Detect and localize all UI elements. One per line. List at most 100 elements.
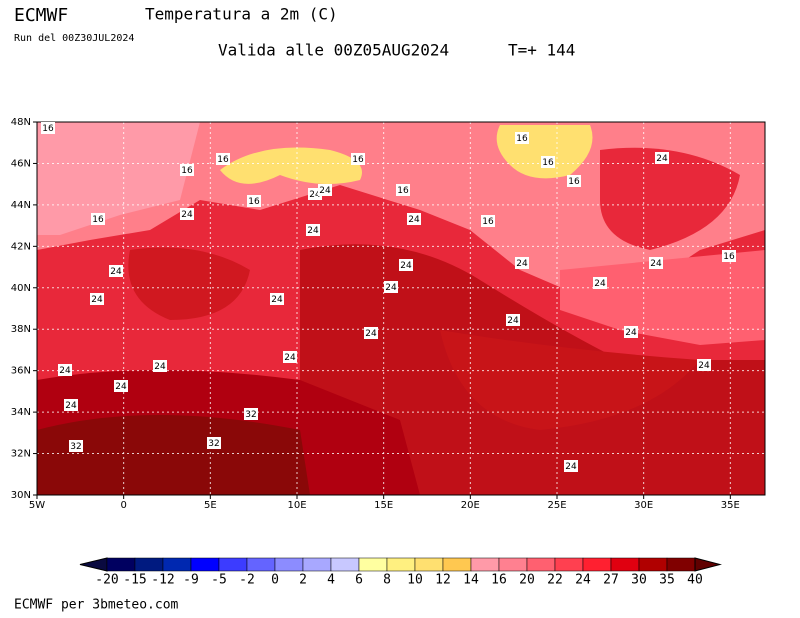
- contour-label: 16: [542, 158, 554, 168]
- contour-label: 24: [594, 279, 606, 289]
- lat-label: 48N: [11, 117, 31, 128]
- lat-label: 36N: [11, 366, 31, 377]
- contour-label-box: [41, 122, 55, 134]
- contour-label-box: [697, 359, 711, 371]
- lat-label: 40N: [11, 283, 31, 294]
- contour-label: 24: [110, 267, 122, 277]
- contour-label-box: [396, 184, 410, 196]
- contour-label: 32: [70, 442, 81, 452]
- lon-label: 25E: [547, 500, 566, 511]
- contour-label: 24: [307, 226, 319, 236]
- lat-label: 46N: [11, 158, 31, 169]
- colorbar-box: [638, 557, 668, 572]
- colorbar-box: [554, 557, 584, 572]
- contour-label: 24: [650, 259, 662, 269]
- contour-label-box: [180, 208, 194, 220]
- contour-label-box: [180, 164, 194, 176]
- colorbar-label: 30: [631, 573, 647, 588]
- colorbar-box: [470, 557, 500, 572]
- contour-label: 16: [181, 166, 193, 176]
- lat-label: 44N: [11, 200, 31, 211]
- lat-label: 38N: [11, 324, 31, 335]
- colorbar-box: [274, 557, 304, 572]
- colorbar-label: 22: [547, 573, 563, 588]
- contour-label-box: [247, 195, 261, 207]
- colorbar-label: -2: [239, 573, 255, 588]
- colorbar-box: [386, 557, 416, 572]
- colorbar-label: 16: [491, 573, 507, 588]
- contour-label: 24: [181, 210, 193, 220]
- colorbar-label: 0: [271, 573, 279, 588]
- contour-label: 16: [397, 186, 409, 196]
- lon-label: 5W: [29, 500, 45, 511]
- colorbar-box: [358, 557, 388, 572]
- contour-label-box: [351, 153, 365, 165]
- contour-label: 16: [92, 215, 104, 225]
- contour-label-box: [58, 364, 72, 376]
- contour-label-box: [649, 257, 663, 269]
- contour-label: 24: [154, 362, 166, 372]
- colorbar-box: [162, 557, 192, 572]
- colorbar-label: 24: [575, 573, 591, 588]
- contour-label: 24: [115, 382, 127, 392]
- contour-label: 24: [698, 361, 710, 371]
- contour-label-box: [244, 408, 258, 420]
- contour-label-box: [407, 213, 421, 225]
- contour-label: 16: [42, 124, 54, 134]
- lon-label: 0: [120, 500, 126, 511]
- colorbar-label: 12: [435, 573, 451, 588]
- colorbar-box: [498, 557, 528, 572]
- lat-label: 34N: [11, 407, 31, 418]
- contour-label: 16: [217, 155, 229, 165]
- contour-label: 24: [271, 295, 283, 305]
- colorbar-box: [666, 557, 696, 572]
- colorbar-arrow: [79, 557, 108, 572]
- contour-label-box: [506, 314, 520, 326]
- temperature-field: [37, 122, 765, 495]
- contour-label: 16: [723, 252, 735, 262]
- colorbar-box: [302, 557, 332, 572]
- colorbar-label: 14: [463, 573, 479, 588]
- contour-label: 16: [516, 134, 528, 144]
- contour-label-box: [270, 293, 284, 305]
- colorbar-label: 8: [383, 573, 391, 588]
- colorbar-label: -12: [151, 573, 174, 588]
- contour-label-box: [481, 215, 495, 227]
- colorbar-label: 2: [299, 573, 307, 588]
- colorbar-box: [582, 557, 612, 572]
- lon-label: 5E: [204, 500, 217, 511]
- lat-label: 42N: [11, 241, 31, 252]
- footer-credit: ECMWF per 3bmeteo.com: [14, 598, 179, 613]
- lon-label: 20E: [461, 500, 480, 511]
- contour-label: 32: [208, 439, 219, 449]
- valid-time: Valida alle 00Z05AUG2024: [218, 41, 449, 60]
- colorbar-label: -20: [95, 573, 118, 588]
- colorbar-box: [414, 557, 444, 572]
- contour-label-box: [564, 460, 578, 472]
- contour-label-box: [384, 281, 398, 293]
- contour-label: 24: [65, 401, 77, 411]
- contour-label: 24: [385, 283, 397, 293]
- contour-label-box: [216, 153, 230, 165]
- colorbar-box: [526, 557, 556, 572]
- colorbar-box: [442, 557, 472, 572]
- colorbar-arrow: [694, 557, 722, 572]
- contour-label-box: [541, 156, 555, 168]
- contour-label-box: [722, 250, 736, 262]
- lat-label: 32N: [11, 449, 31, 460]
- contour-label: 24: [309, 190, 321, 200]
- run-info: Run del 00Z30JUL2024: [14, 33, 134, 44]
- contour-label-box: [364, 327, 378, 339]
- map-title: Temperatura a 2m (C): [145, 5, 338, 24]
- contour-label-box: [318, 184, 332, 196]
- contour-label: 24: [59, 366, 71, 376]
- contour-label: 24: [408, 215, 420, 225]
- contour-label-box: [91, 213, 105, 225]
- contour-label-box: [283, 351, 297, 363]
- contour-label: 24: [319, 186, 331, 196]
- contour-label: 24: [365, 329, 377, 339]
- colorbar-box: [134, 557, 164, 572]
- lon-label: 10E: [287, 500, 306, 511]
- contour-label-box: [90, 293, 104, 305]
